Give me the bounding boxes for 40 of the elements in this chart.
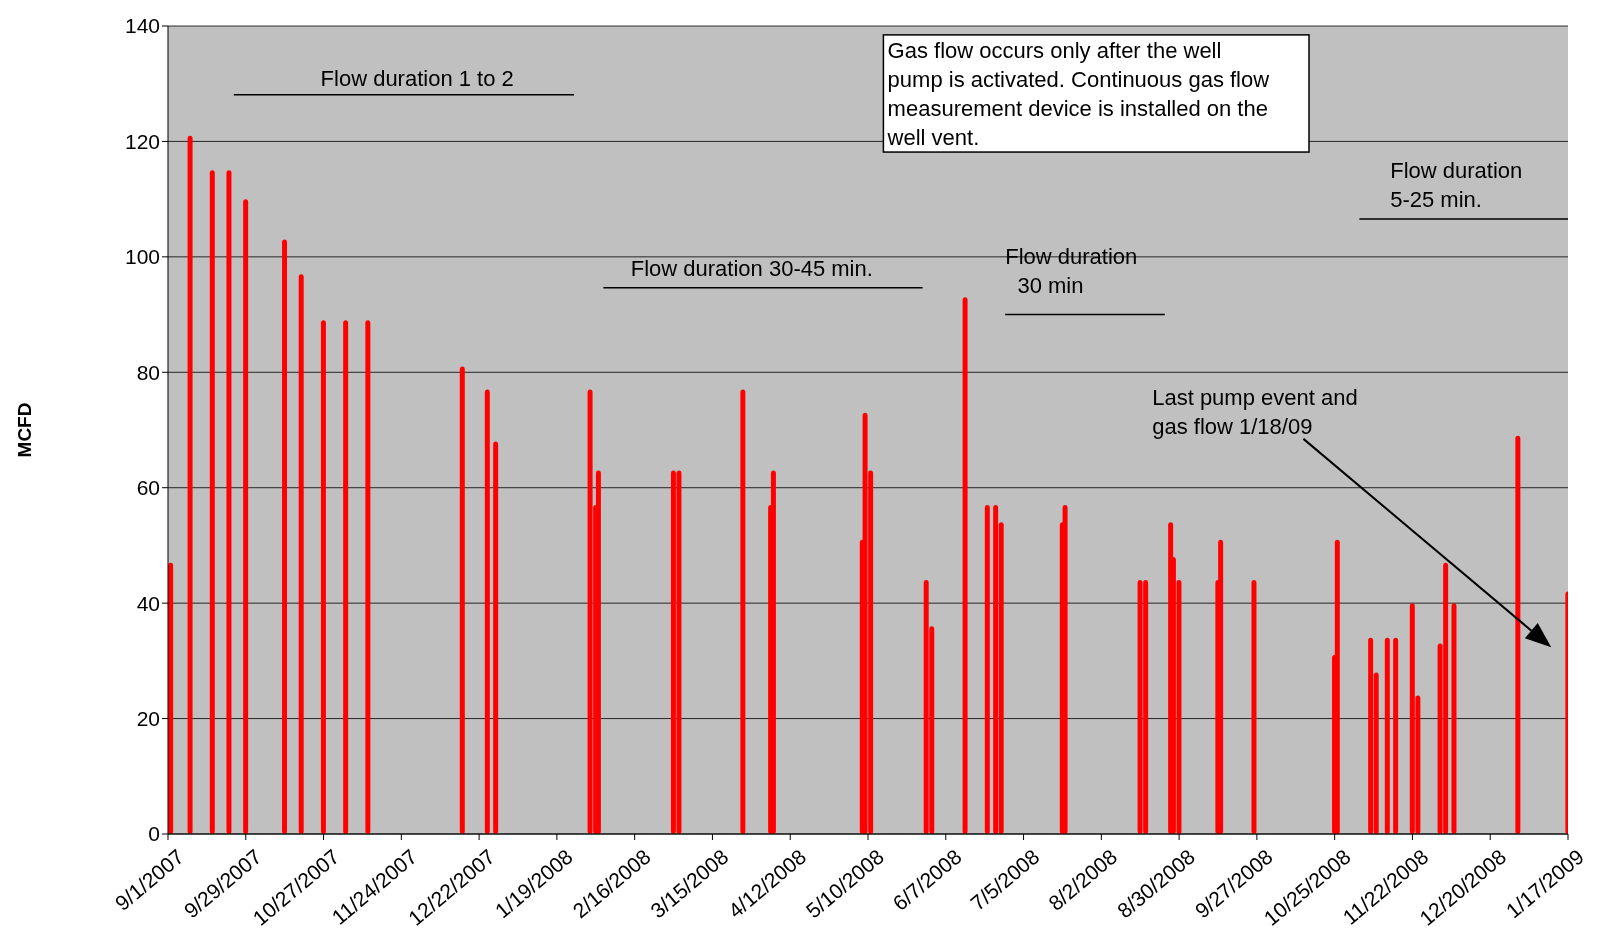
bar <box>587 389 593 834</box>
annotation: Last pump event and gas flow 1/18/09 <box>1152 384 1358 439</box>
bar <box>243 199 249 834</box>
bar <box>187 135 193 834</box>
bar <box>209 170 215 834</box>
bar <box>226 170 232 834</box>
bar <box>282 239 288 834</box>
bar <box>962 297 968 834</box>
y-tick-label: 60 <box>136 476 160 500</box>
bar <box>1062 505 1068 834</box>
annotation: Flow duration 1 to 2 <box>320 65 514 91</box>
bar <box>770 470 776 834</box>
bar <box>1451 603 1457 834</box>
bar <box>1218 539 1224 834</box>
annotation: Flow duration 30-45 min. <box>630 256 873 282</box>
bar <box>595 470 601 834</box>
y-tick-label: 140 <box>124 14 160 38</box>
y-tick-label: 120 <box>124 129 160 153</box>
bar <box>459 366 465 834</box>
bar <box>1515 435 1521 834</box>
y-tick-label: 100 <box>124 245 160 269</box>
y-tick-label: 80 <box>136 360 160 384</box>
y-tick-label: 40 <box>136 591 160 615</box>
bar <box>1334 539 1340 834</box>
bar <box>1393 637 1399 834</box>
bar <box>484 389 490 834</box>
bar <box>1251 580 1257 834</box>
y-tick-label: 20 <box>136 707 160 731</box>
bar <box>343 320 349 834</box>
bar <box>298 274 304 834</box>
bar <box>984 505 990 834</box>
bar <box>493 441 499 834</box>
bar <box>365 320 371 834</box>
bar <box>1384 637 1390 834</box>
bar <box>320 320 326 834</box>
y-axis-title: MCFD <box>13 402 35 458</box>
annotation: Flow duration 5-25 min. <box>1390 157 1523 212</box>
annotation: Flow duration 30 min <box>1005 243 1138 298</box>
y-tick-label: 0 <box>148 822 160 846</box>
bar <box>740 389 746 834</box>
